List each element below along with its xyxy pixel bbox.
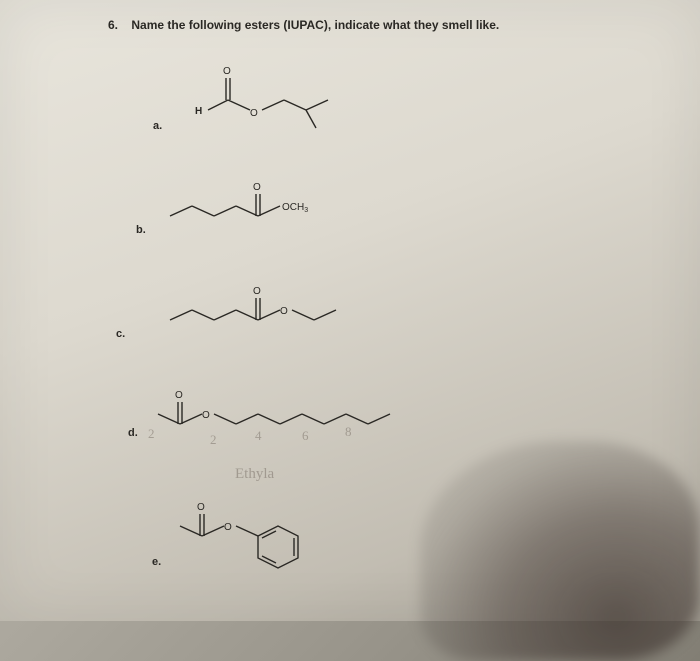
question-prompt: 6. Name the following esters (IUPAC), in… [108, 18, 660, 32]
handwriting-ethyla: Ethyla [235, 466, 274, 483]
item-a-letter: a. [153, 120, 162, 132]
item-d-letter: d. [128, 427, 138, 439]
item-b-letter: b. [136, 224, 146, 236]
svg-text:O: O [175, 390, 183, 401]
item-e-letter: e. [152, 556, 161, 568]
svg-text:O: O [202, 410, 210, 421]
handwriting-2b: 2 [210, 432, 217, 448]
question-text: Name the following esters (IUPAC), indic… [131, 18, 499, 32]
item-b: b. O OCH3 [108, 164, 660, 254]
question-number: 6. [108, 18, 118, 32]
handwriting-8: 8 [345, 424, 352, 440]
svg-text:O: O [280, 306, 288, 317]
svg-text:O: O [224, 522, 232, 533]
item-c: c. O O [108, 268, 660, 358]
handwriting-2a: 2 [148, 426, 155, 442]
structure-d: O O [148, 372, 448, 462]
handwriting-4: 4 [255, 428, 262, 444]
svg-text:O: O [197, 502, 205, 513]
svg-text:O: O [223, 66, 231, 77]
svg-text:O: O [250, 108, 258, 119]
svg-text:O: O [253, 286, 261, 297]
och3-label: OCH3 [282, 202, 308, 214]
item-c-letter: c. [116, 328, 125, 340]
structure-a: O H O [188, 60, 378, 140]
thumb-shadow [420, 441, 700, 661]
item-a: a. O H O [108, 60, 660, 150]
structure-e: O O [170, 486, 370, 586]
handwriting-6: 6 [302, 428, 309, 444]
structure-b: O OCH3 [160, 164, 370, 244]
structure-c: O O [160, 268, 380, 348]
svg-text:O: O [253, 182, 261, 193]
svg-text:H: H [195, 106, 202, 117]
